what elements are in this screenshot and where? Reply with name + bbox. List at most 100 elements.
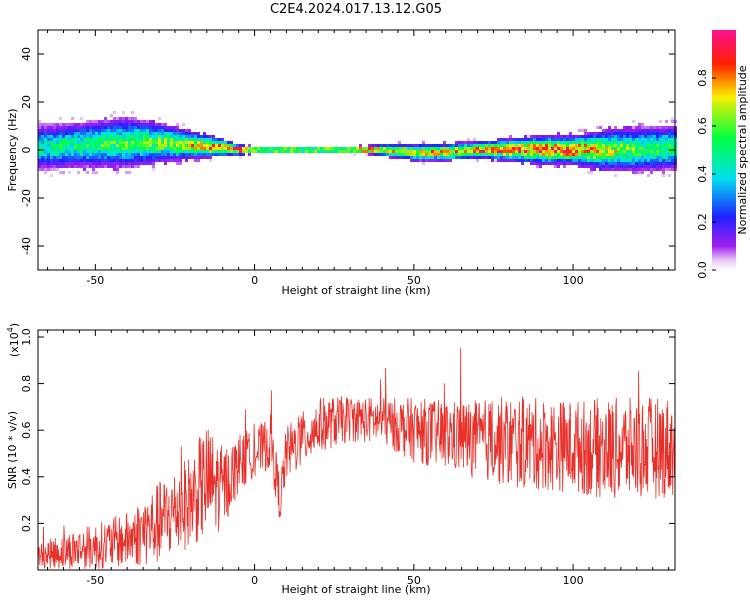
heatmap-cell: [155, 150, 158, 153]
heatmap-cell: [41, 162, 44, 165]
heatmap-cell: [497, 138, 500, 141]
heatmap-cell: [665, 132, 668, 135]
heatmap-cell: [233, 153, 236, 156]
heatmap-cell: [434, 150, 437, 153]
heatmap-cell: [659, 144, 662, 147]
heatmap-cell: [83, 150, 86, 153]
heatmap-cell: [329, 150, 332, 153]
heatmap-cell: [251, 147, 254, 150]
heatmap-cell: [170, 147, 173, 150]
heatmap-cell: [611, 165, 614, 168]
heatmap-cell: [56, 168, 59, 171]
heatmap-cell: [617, 132, 620, 135]
heatmap-cell: [47, 135, 50, 138]
heatmap-cell: [140, 147, 143, 150]
heatmap-cell: [140, 123, 143, 126]
heatmap-cell: [563, 153, 566, 156]
heatmap-cell: [416, 147, 419, 150]
heatmap-cell: [149, 120, 152, 123]
heatmap-cell: [422, 147, 425, 150]
heatmap-cell: [44, 150, 47, 153]
heatmap-cell: [461, 150, 464, 153]
heatmap-cell: [200, 150, 203, 153]
heatmap-cell: [641, 171, 644, 174]
heatmap-cell: [56, 135, 59, 138]
heatmap-cell: [533, 156, 536, 159]
heatmap-cell: [671, 117, 674, 120]
heatmap-cell: [419, 156, 422, 159]
heatmap-cell: [203, 156, 206, 159]
heatmap-cell: [665, 147, 668, 150]
heatmap-cell: [146, 162, 149, 165]
heatmap-x-tick-label: 50: [407, 274, 421, 287]
heatmap-cell: [653, 150, 656, 153]
heatmap-cell: [116, 132, 119, 135]
heatmap-cell: [68, 132, 71, 135]
heatmap-cell: [155, 147, 158, 150]
heatmap-cell: [119, 165, 122, 168]
heatmap-cell: [566, 159, 569, 162]
heatmap-cell: [659, 132, 662, 135]
heatmap-cell: [116, 135, 119, 138]
heatmap-cell: [614, 147, 617, 150]
heatmap-cell: [638, 156, 641, 159]
heatmap-cell: [533, 150, 536, 153]
heatmap-x-axis-label: Height of straight line (km): [281, 284, 430, 297]
heatmap-cell: [560, 159, 563, 162]
heatmap-cell: [290, 147, 293, 150]
heatmap-cell: [101, 156, 104, 159]
heatmap-cell: [149, 126, 152, 129]
heatmap-cell: [74, 135, 77, 138]
heatmap-cell: [605, 162, 608, 165]
heatmap-cell: [476, 144, 479, 147]
heatmap-cell: [620, 156, 623, 159]
heatmap-cell: [62, 162, 65, 165]
heatmap-cell: [125, 141, 128, 144]
heatmap-cell: [650, 162, 653, 165]
snr-x-tick-label: 50: [407, 574, 421, 587]
heatmap-cell: [602, 129, 605, 132]
heatmap-cell: [566, 138, 569, 141]
heatmap-cell: [521, 147, 524, 150]
heatmap-cell: [128, 171, 131, 174]
heatmap-cell: [71, 165, 74, 168]
heatmap-cell: [203, 135, 206, 138]
heatmap-cell: [335, 150, 338, 153]
heatmap-cell: [623, 141, 626, 144]
heatmap-cell: [80, 132, 83, 135]
heatmap-cell: [266, 147, 269, 150]
heatmap-cell: [443, 159, 446, 162]
heatmap-cell: [119, 117, 122, 120]
heatmap-cell: [584, 144, 587, 147]
heatmap-cell: [38, 141, 41, 144]
heatmap-cell: [590, 150, 593, 153]
heatmap-cell: [92, 129, 95, 132]
heatmap-cell: [113, 117, 116, 120]
heatmap-cell: [56, 129, 59, 132]
heatmap-cell: [41, 135, 44, 138]
snr-y-axis-label: SNR (10 * v/v): [6, 411, 19, 489]
heatmap-cell: [38, 135, 41, 138]
heatmap-cell: [41, 132, 44, 135]
heatmap-cell: [434, 153, 437, 156]
heatmap-cell: [635, 150, 638, 153]
heatmap-cell: [641, 123, 644, 126]
heatmap-cell: [632, 156, 635, 159]
heatmap-cell: [641, 132, 644, 135]
heatmap-y-tick-label: 20: [20, 95, 33, 109]
heatmap-cell: [557, 156, 560, 159]
heatmap-cell: [590, 168, 593, 171]
heatmap-cell: [635, 159, 638, 162]
heatmap-cell: [110, 162, 113, 165]
heatmap-cell: [623, 144, 626, 147]
heatmap-cell: [77, 138, 80, 141]
heatmap-cell: [611, 135, 614, 138]
heatmap-cell: [98, 135, 101, 138]
heatmap-cell: [77, 165, 80, 168]
heatmap-cell: [53, 141, 56, 144]
heatmap-cell: [668, 174, 671, 177]
heatmap-cell: [671, 156, 674, 159]
heatmap-cell: [143, 156, 146, 159]
heatmap-cell: [671, 159, 674, 162]
